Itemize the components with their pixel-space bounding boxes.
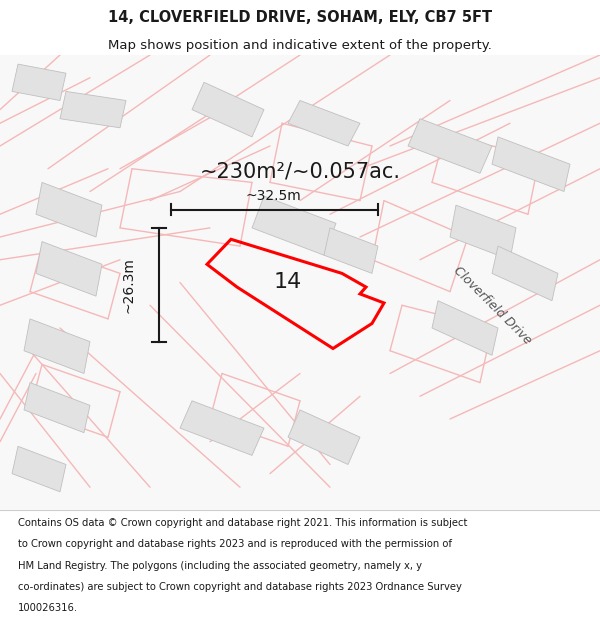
Polygon shape xyxy=(408,119,492,173)
Polygon shape xyxy=(12,446,66,492)
Polygon shape xyxy=(288,101,360,146)
Text: 100026316.: 100026316. xyxy=(18,603,78,613)
Polygon shape xyxy=(192,82,264,137)
Polygon shape xyxy=(492,137,570,191)
Text: to Crown copyright and database rights 2023 and is reproduced with the permissio: to Crown copyright and database rights 2… xyxy=(18,539,452,549)
Polygon shape xyxy=(0,55,600,510)
Text: ~230m²/~0.057ac.: ~230m²/~0.057ac. xyxy=(199,161,401,181)
Text: ~32.5m: ~32.5m xyxy=(245,189,301,203)
Text: co-ordinates) are subject to Crown copyright and database rights 2023 Ordnance S: co-ordinates) are subject to Crown copyr… xyxy=(18,582,462,592)
Polygon shape xyxy=(324,228,378,273)
Polygon shape xyxy=(36,182,102,237)
Polygon shape xyxy=(432,301,498,355)
Polygon shape xyxy=(12,64,66,101)
Polygon shape xyxy=(288,410,360,464)
Text: Contains OS data © Crown copyright and database right 2021. This information is : Contains OS data © Crown copyright and d… xyxy=(18,518,467,528)
Polygon shape xyxy=(36,241,102,296)
Polygon shape xyxy=(24,319,90,374)
Text: 14: 14 xyxy=(274,272,302,292)
Text: ~26.3m: ~26.3m xyxy=(122,257,136,312)
Text: 14, CLOVERFIELD DRIVE, SOHAM, ELY, CB7 5FT: 14, CLOVERFIELD DRIVE, SOHAM, ELY, CB7 5… xyxy=(108,10,492,25)
Polygon shape xyxy=(180,401,264,456)
Text: Map shows position and indicative extent of the property.: Map shows position and indicative extent… xyxy=(108,39,492,51)
Text: HM Land Registry. The polygons (including the associated geometry, namely x, y: HM Land Registry. The polygons (includin… xyxy=(18,561,422,571)
Polygon shape xyxy=(450,205,516,260)
Polygon shape xyxy=(492,246,558,301)
Polygon shape xyxy=(252,196,336,255)
Polygon shape xyxy=(60,91,126,128)
Polygon shape xyxy=(24,382,90,432)
Text: Cloverfield Drive: Cloverfield Drive xyxy=(451,264,533,347)
